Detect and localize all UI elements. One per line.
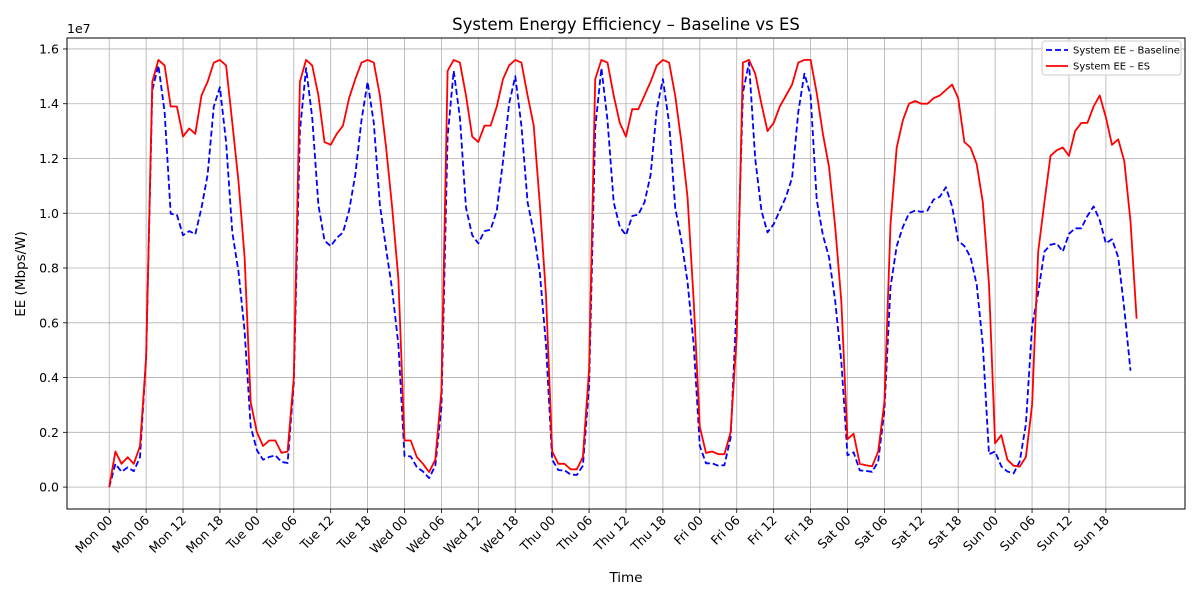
grid bbox=[67, 38, 1185, 509]
y-tick-label: 0.0 bbox=[39, 480, 59, 495]
x-tick-label: Wed 18 bbox=[477, 512, 521, 556]
x-tick-label: Wed 06 bbox=[404, 512, 448, 556]
x-tick-label: Sat 06 bbox=[851, 512, 890, 551]
y-offset-label: 1e7 bbox=[67, 21, 91, 36]
x-tick-label: Mon 12 bbox=[146, 513, 189, 556]
y-axis-title: EE (Mbps/W) bbox=[13, 231, 29, 317]
x-tick-label: Fri 06 bbox=[708, 512, 743, 547]
x-tick-label: Thu 00 bbox=[516, 512, 558, 554]
x-tick-label: Sun 12 bbox=[1034, 513, 1075, 554]
y-axis: 0.0 0.2 0.4 0.6 0.8 1.0 1.2 1.4 1.6 bbox=[39, 41, 67, 495]
series-line-es bbox=[108, 59, 1138, 488]
series-layer bbox=[108, 59, 1138, 488]
x-tick-label: Sat 18 bbox=[925, 512, 964, 551]
y-tick-label: 1.4 bbox=[39, 96, 59, 111]
x-tick-label: Fri 18 bbox=[781, 512, 816, 547]
y-tick-label: 0.6 bbox=[39, 315, 59, 330]
x-tick-label: Tue 06 bbox=[259, 512, 300, 553]
x-tick-label: Sun 18 bbox=[1071, 512, 1113, 554]
x-tick-label: Mon 18 bbox=[183, 512, 226, 555]
y-tick-label: 0.8 bbox=[39, 261, 59, 276]
x-tick-label: Thu 18 bbox=[627, 512, 669, 554]
legend: System EE – Baseline System EE – ES bbox=[1041, 40, 1182, 76]
x-tick-label: Tue 00 bbox=[223, 512, 264, 553]
chart-title: System Energy Efficiency – Baseline vs E… bbox=[452, 15, 800, 34]
legend-label: System EE – ES bbox=[1073, 62, 1150, 73]
x-tick-label: Thu 06 bbox=[553, 512, 595, 554]
legend-label: System EE – Baseline bbox=[1073, 46, 1180, 57]
y-tick-label: 1.2 bbox=[39, 151, 59, 166]
x-tick-label: Sun 00 bbox=[960, 512, 1002, 554]
x-tick-label: Sat 12 bbox=[888, 513, 927, 552]
x-tick-label: Mon 06 bbox=[109, 512, 152, 555]
y-tick-label: 0.2 bbox=[39, 425, 59, 440]
x-tick-label: Fri 12 bbox=[745, 513, 780, 548]
x-tick-label: Thu 12 bbox=[590, 513, 632, 555]
x-tick-label: Sun 06 bbox=[997, 512, 1039, 554]
x-tick-label: Mon 00 bbox=[72, 512, 115, 555]
y-tick-label: 1.0 bbox=[39, 206, 59, 221]
x-tick-label: Wed 12 bbox=[441, 513, 485, 557]
series-line-baseline bbox=[108, 61, 1132, 488]
legend-box bbox=[1041, 40, 1182, 76]
x-tick-label: Sat 00 bbox=[814, 512, 853, 551]
y-tick-label: 1.6 bbox=[39, 41, 59, 56]
x-tick-label: Tue 12 bbox=[296, 513, 336, 553]
x-tick-label: Wed 00 bbox=[367, 512, 411, 556]
x-tick-label: Fri 00 bbox=[671, 512, 706, 547]
x-axis-title: Time bbox=[608, 570, 642, 586]
y-tick-label: 0.4 bbox=[39, 370, 59, 385]
